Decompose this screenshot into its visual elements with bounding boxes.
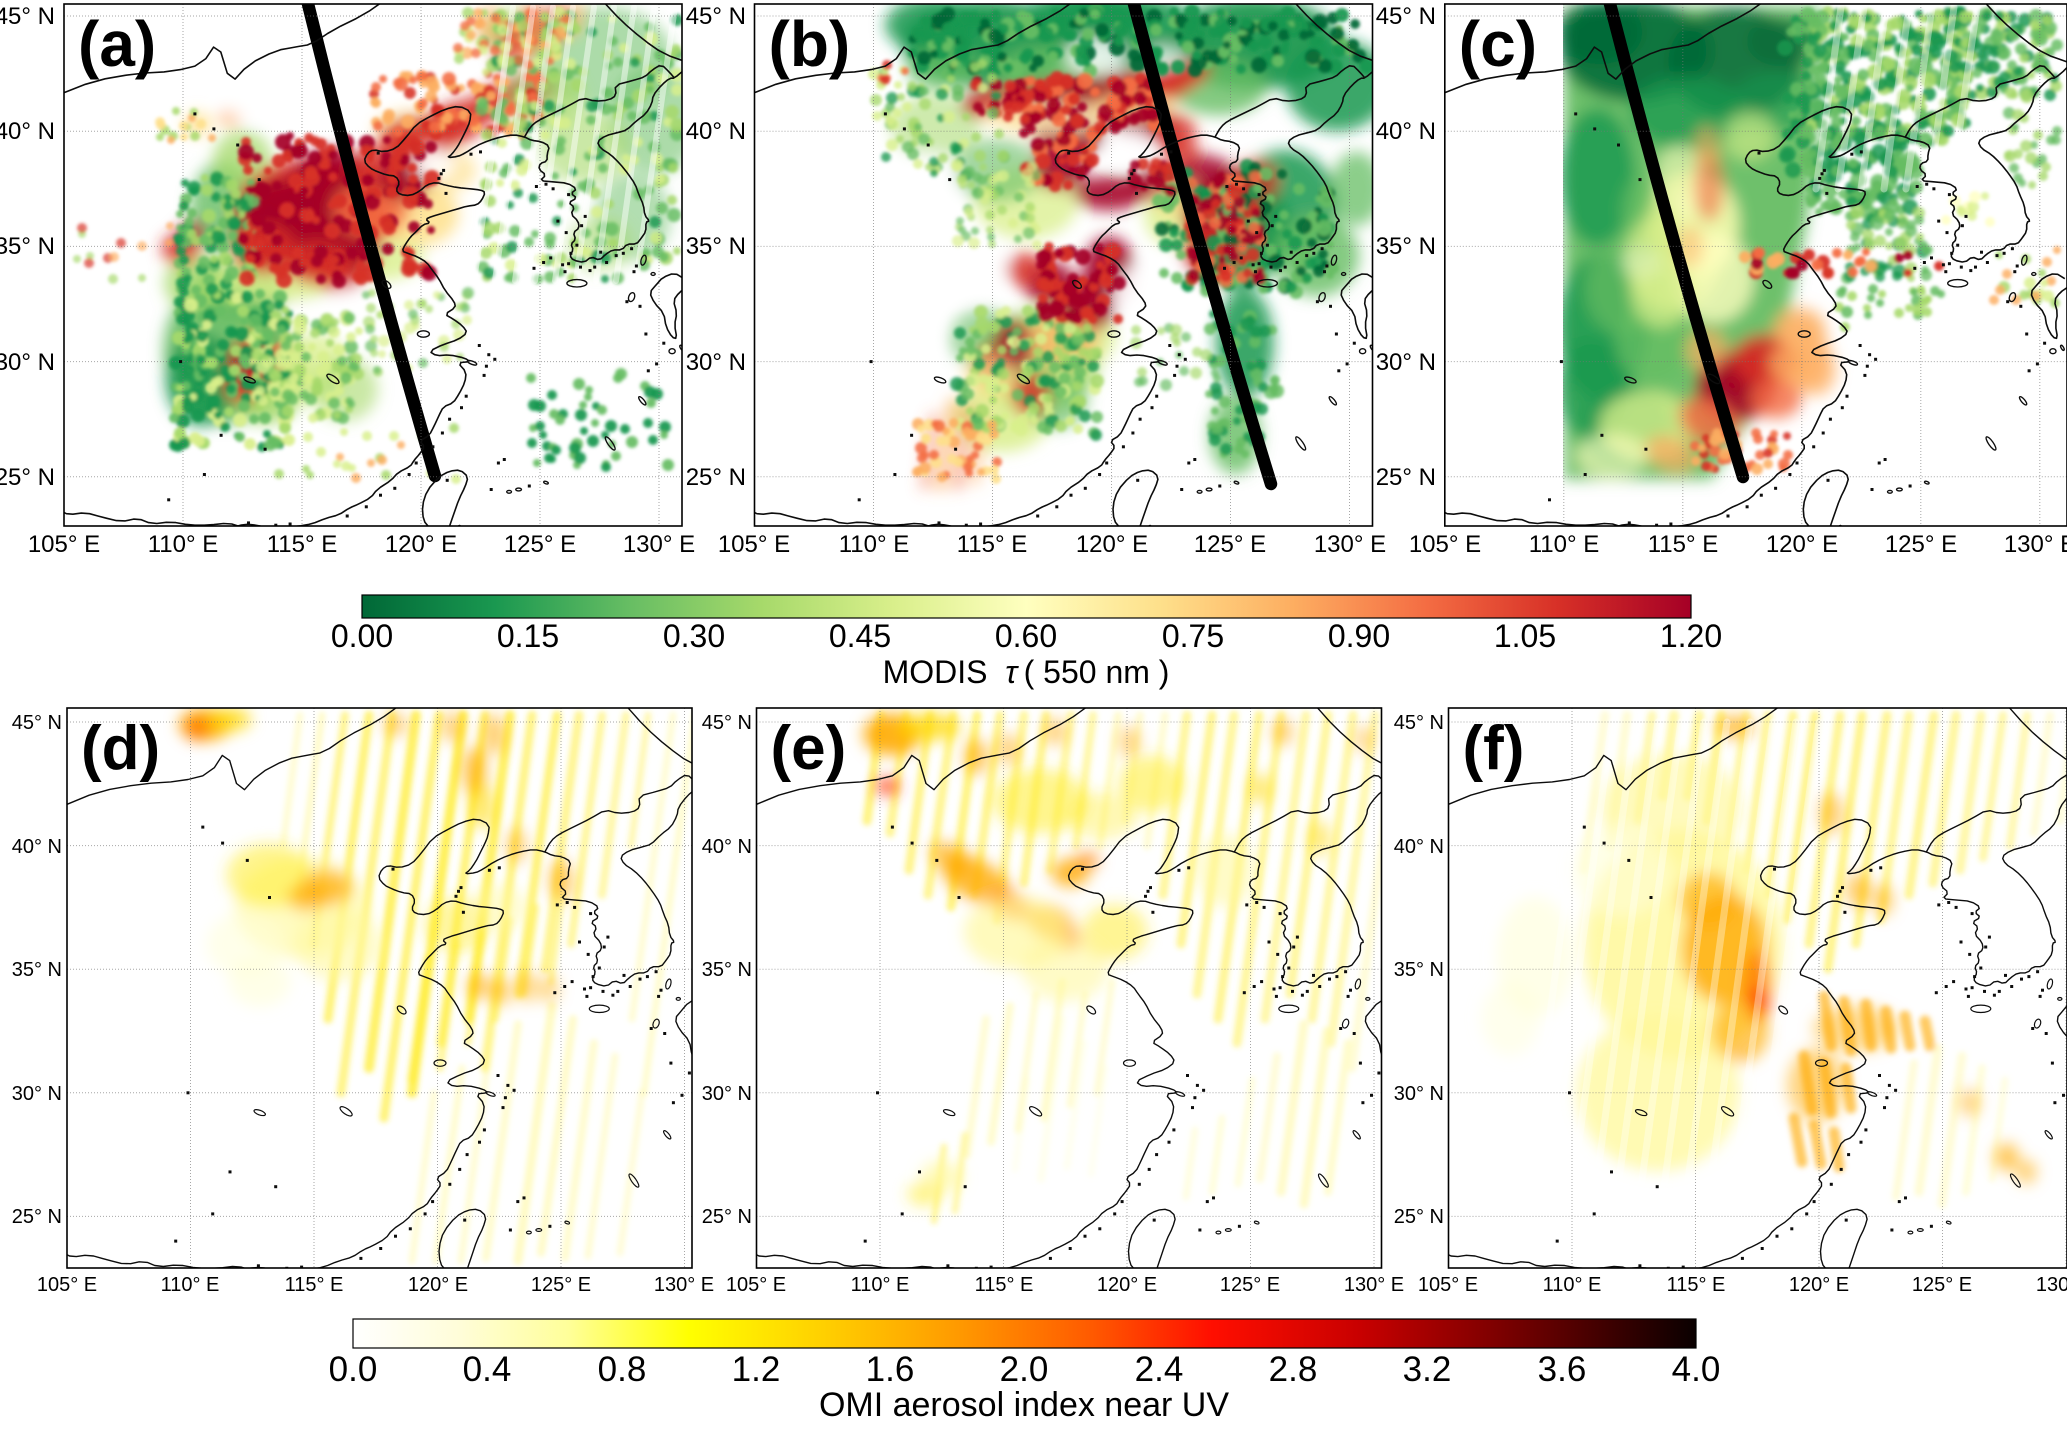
svg-text:30° N: 30° N <box>12 1083 62 1105</box>
svg-text:125° E: 125° E <box>1885 531 1957 558</box>
svg-text:3.6: 3.6 <box>1538 1350 1587 1389</box>
svg-text:35° N: 35° N <box>12 959 62 981</box>
svg-text:0.45: 0.45 <box>829 618 891 654</box>
svg-text:0.15: 0.15 <box>497 618 559 654</box>
svg-text:45° N: 45° N <box>0 3 55 30</box>
svg-text:25° N: 25° N <box>12 1206 62 1228</box>
svg-text:30° N: 30° N <box>0 349 55 376</box>
svg-text:2.0: 2.0 <box>1000 1350 1049 1389</box>
svg-text:0.60: 0.60 <box>995 618 1057 654</box>
svg-text:30° N: 30° N <box>1376 349 1436 376</box>
svg-text:120° E: 120° E <box>1789 1274 1849 1296</box>
svg-text:35° N: 35° N <box>1394 959 1444 981</box>
svg-text:4.0: 4.0 <box>1672 1350 1721 1389</box>
svg-text:120° E: 120° E <box>408 1274 468 1296</box>
svg-text:120° E: 120° E <box>1076 531 1148 558</box>
svg-text:130° E: 130° E <box>1314 531 1386 558</box>
svg-text:35° N: 35° N <box>686 233 746 260</box>
svg-text:130° E: 130° E <box>2004 531 2067 558</box>
svg-text:0.00: 0.00 <box>331 618 393 654</box>
svg-text:115° E: 115° E <box>975 1274 1034 1296</box>
svg-text:45° N: 45° N <box>1376 3 1436 30</box>
svg-text:0.75: 0.75 <box>1162 618 1224 654</box>
svg-text:105° E: 105° E <box>28 531 100 558</box>
svg-text:25° N: 25° N <box>686 464 746 491</box>
svg-text:1.2: 1.2 <box>732 1350 781 1389</box>
svg-text:115° E: 115° E <box>267 531 338 558</box>
svg-text:105° E: 105° E <box>1409 531 1481 558</box>
svg-text:0.4: 0.4 <box>463 1350 512 1389</box>
svg-text:MODIS τ ( 550 nm ): MODIS τ ( 550 nm ) <box>883 654 1170 690</box>
svg-text:30° N: 30° N <box>686 349 746 376</box>
svg-text:25° N: 25° N <box>0 464 55 491</box>
svg-text:110° E: 110° E <box>851 1274 910 1296</box>
svg-text:25° N: 25° N <box>1376 464 1436 491</box>
svg-text:3.2: 3.2 <box>1403 1350 1452 1389</box>
svg-text:(e): (e) <box>771 714 847 783</box>
svg-text:40° N: 40° N <box>1394 836 1444 858</box>
svg-text:110° E: 110° E <box>148 531 219 558</box>
svg-text:0.8: 0.8 <box>598 1350 647 1389</box>
svg-text:115° E: 115° E <box>1667 1274 1726 1296</box>
svg-text:2.8: 2.8 <box>1269 1350 1318 1389</box>
svg-text:OMI aerosol index near UV: OMI aerosol index near UV <box>819 1386 1229 1424</box>
svg-text:120° E: 120° E <box>385 531 457 558</box>
svg-text:115° E: 115° E <box>957 531 1028 558</box>
svg-text:(b): (b) <box>769 8 851 80</box>
svg-text:105° E: 105° E <box>37 1274 97 1296</box>
svg-text:0.30: 0.30 <box>663 618 725 654</box>
svg-text:40° N: 40° N <box>702 836 752 858</box>
svg-text:1.6: 1.6 <box>866 1350 915 1389</box>
svg-text:120° E: 120° E <box>1097 1274 1157 1296</box>
svg-text:40° N: 40° N <box>1376 118 1436 145</box>
svg-text:125° E: 125° E <box>1220 1274 1280 1296</box>
svg-text:0.0: 0.0 <box>329 1350 378 1389</box>
svg-text:45° N: 45° N <box>12 712 62 734</box>
svg-text:2.4: 2.4 <box>1135 1350 1184 1389</box>
svg-text:130° E: 130° E <box>654 1274 714 1296</box>
svg-text:35° N: 35° N <box>702 959 752 981</box>
svg-text:35° N: 35° N <box>1376 233 1436 260</box>
svg-text:30° N: 30° N <box>1394 1083 1444 1105</box>
svg-text:45° N: 45° N <box>1394 712 1444 734</box>
svg-text:130° E: 130° E <box>1344 1274 1404 1296</box>
svg-text:115° E: 115° E <box>285 1274 344 1296</box>
svg-text:(f): (f) <box>1463 714 1525 783</box>
svg-text:(c): (c) <box>1459 8 1537 80</box>
svg-text:125° E: 125° E <box>1194 531 1266 558</box>
svg-text:1.20: 1.20 <box>1660 618 1722 654</box>
svg-text:110° E: 110° E <box>1529 531 1600 558</box>
svg-text:45° N: 45° N <box>686 3 746 30</box>
svg-text:110° E: 110° E <box>1543 1274 1602 1296</box>
svg-text:30° N: 30° N <box>702 1083 752 1105</box>
svg-text:130° E: 130° E <box>623 531 695 558</box>
svg-text:40° N: 40° N <box>12 836 62 858</box>
svg-text:40° N: 40° N <box>0 118 55 145</box>
svg-text:35° N: 35° N <box>0 233 55 260</box>
svg-text:105° E: 105° E <box>726 1274 786 1296</box>
svg-text:125° E: 125° E <box>531 1274 591 1296</box>
svg-text:105° E: 105° E <box>1418 1274 1478 1296</box>
svg-text:25° N: 25° N <box>702 1206 752 1228</box>
svg-text:25° N: 25° N <box>1394 1206 1444 1228</box>
svg-text:1.05: 1.05 <box>1494 618 1556 654</box>
svg-text:120° E: 120° E <box>1766 531 1838 558</box>
svg-text:105° E: 105° E <box>718 531 790 558</box>
svg-text:130° E: 130° E <box>2036 1274 2067 1296</box>
svg-text:0.90: 0.90 <box>1328 618 1390 654</box>
svg-text:125° E: 125° E <box>504 531 576 558</box>
svg-text:125° E: 125° E <box>1912 1274 1972 1296</box>
svg-text:45° N: 45° N <box>702 712 752 734</box>
svg-text:(a): (a) <box>78 8 156 80</box>
svg-text:40° N: 40° N <box>686 118 746 145</box>
svg-text:110° E: 110° E <box>839 531 910 558</box>
svg-text:110° E: 110° E <box>161 1274 220 1296</box>
svg-text:115° E: 115° E <box>1648 531 1719 558</box>
svg-text:(d): (d) <box>81 714 160 783</box>
